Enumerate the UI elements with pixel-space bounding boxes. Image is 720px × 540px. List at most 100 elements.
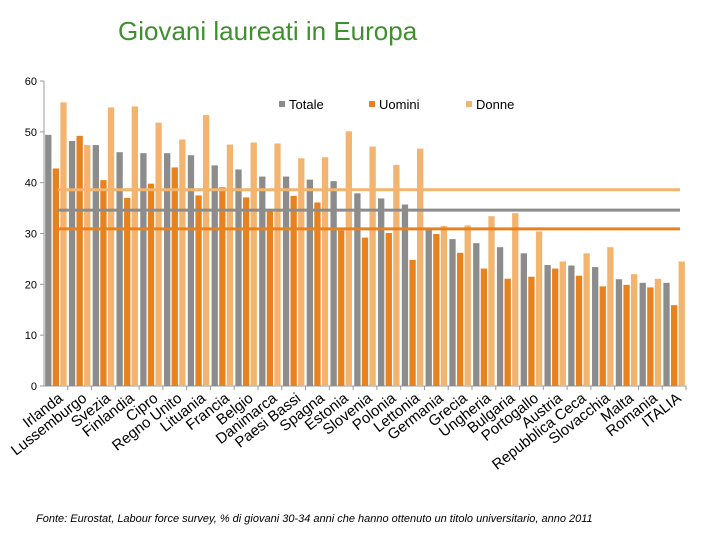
- bar-donne: [607, 247, 614, 386]
- bar-totale: [663, 282, 670, 386]
- bar-totale: [211, 165, 218, 386]
- bar-donne: [440, 225, 448, 387]
- bar-uomini: [361, 237, 369, 386]
- bar-totale: [473, 243, 480, 386]
- legend-label-donne: Donne: [476, 97, 514, 112]
- bar-donne: [369, 146, 376, 386]
- bar-uomini: [338, 230, 345, 386]
- bar-uomini: [456, 252, 464, 386]
- bar-uomini: [266, 209, 274, 386]
- bar-totale: [116, 152, 123, 386]
- bar-donne: [559, 261, 566, 386]
- bar-totale: [592, 267, 599, 386]
- bar-donne: [535, 231, 543, 386]
- bar-uomini: [385, 232, 392, 386]
- y-tick-label: 60: [25, 76, 37, 88]
- y-tick-label: 30: [25, 229, 37, 241]
- bar-uomini: [124, 197, 131, 386]
- bar-totale: [282, 176, 290, 386]
- bar-donne: [678, 261, 685, 386]
- bar-donne: [298, 158, 305, 386]
- bar-uomini: [670, 305, 678, 386]
- bar-totale: [68, 140, 76, 386]
- bar-totale: [449, 239, 456, 386]
- bar-uomini: [147, 183, 155, 386]
- bar-donne: [393, 164, 400, 387]
- legend-label-uomini: Uomini: [379, 97, 420, 112]
- bar-uomini: [528, 276, 535, 386]
- bar-totale: [45, 134, 52, 386]
- bar-uomini: [599, 286, 606, 386]
- bar-totale: [401, 204, 409, 386]
- legend-swatch-uomini: [369, 101, 375, 107]
- y-tick-label: 50: [25, 127, 37, 139]
- bar-totale: [140, 153, 147, 386]
- bar-totale: [259, 176, 266, 386]
- y-tick-label: 40: [25, 178, 37, 190]
- bar-totale: [544, 265, 551, 386]
- bar-totale: [306, 179, 313, 386]
- bar-donne: [274, 143, 281, 386]
- bar-totale: [496, 247, 504, 386]
- bar-totale: [615, 279, 623, 386]
- legend-swatch-donne: [466, 101, 472, 107]
- bar-donne: [203, 115, 210, 386]
- legend: Totale Uomini Donne: [279, 97, 514, 112]
- bar-uomini: [409, 259, 416, 386]
- bars-group: [45, 102, 685, 387]
- bar-donne: [583, 253, 590, 386]
- footnote: Fonte: Eurostat, Labour force survey, % …: [36, 513, 593, 525]
- bar-uomini: [623, 284, 630, 386]
- chart-title: Giovani laureati in Europa: [118, 16, 418, 46]
- bar-totale: [354, 193, 361, 386]
- bar-donne: [155, 122, 162, 387]
- x-axis-labels: IrlandaLussemburgoSveziaFinlandiaCiproRe…: [8, 389, 685, 473]
- bar-uomini: [290, 195, 297, 386]
- bar-totale: [639, 282, 646, 386]
- bar-uomini: [433, 234, 440, 386]
- bar-donne: [84, 145, 91, 386]
- y-tick-label: 20: [25, 279, 37, 291]
- bar-uomini: [314, 202, 321, 386]
- bar-donne: [60, 102, 67, 386]
- bar-donne: [345, 131, 352, 386]
- legend-label-totale: Totale: [289, 97, 324, 112]
- bar-uomini: [575, 275, 583, 386]
- bar-uomini: [504, 278, 511, 386]
- bar-totale: [164, 153, 171, 386]
- bar-donne: [131, 106, 138, 387]
- legend-swatch-totale: [279, 101, 285, 107]
- bar-donne: [179, 139, 186, 386]
- bar-totale: [330, 181, 337, 386]
- bar-uomini: [242, 197, 250, 386]
- bar-totale: [235, 169, 242, 386]
- bar-uomini: [480, 268, 488, 386]
- bar-uomini: [647, 287, 654, 386]
- reference-lines: [58, 188, 680, 231]
- bar-totale: [378, 198, 385, 386]
- bar-uomini: [100, 180, 107, 387]
- bar-totale: [568, 265, 575, 386]
- bar-totale: [520, 253, 527, 386]
- bar-uomini: [52, 168, 60, 386]
- bar-donne: [107, 107, 115, 387]
- bar-uomini: [171, 167, 178, 386]
- y-tick-label: 0: [31, 381, 37, 393]
- bar-uomini: [195, 195, 202, 387]
- bar-uomini: [552, 268, 559, 386]
- y-tick-label: 10: [25, 330, 37, 342]
- bar-donne: [631, 274, 638, 386]
- bar-donne: [512, 213, 519, 386]
- bar-uomini: [219, 187, 226, 386]
- bar-donne: [321, 157, 329, 386]
- bar-donne: [417, 148, 424, 386]
- bar-donne: [654, 278, 662, 386]
- bar-totale: [425, 229, 432, 386]
- bar-uomini: [76, 135, 83, 386]
- bar-totale: [187, 155, 195, 386]
- bar-totale: [92, 145, 99, 386]
- bar-donne: [464, 225, 471, 386]
- bar-donne: [250, 142, 257, 386]
- bar-donne: [488, 216, 495, 386]
